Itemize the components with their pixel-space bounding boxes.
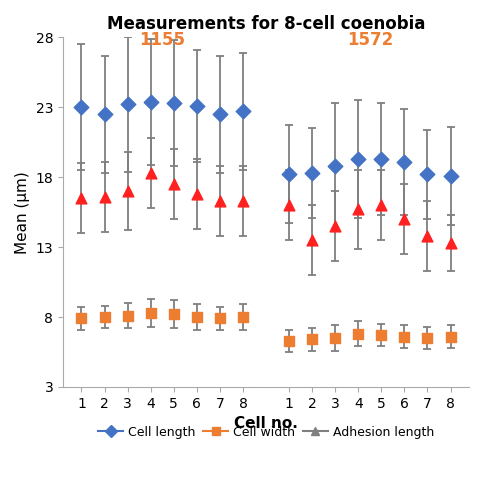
Point xyxy=(216,110,224,118)
Point xyxy=(308,169,316,177)
Point xyxy=(447,332,454,340)
Point xyxy=(354,206,362,214)
Point xyxy=(239,197,247,205)
Point xyxy=(124,100,132,108)
Point xyxy=(332,222,339,230)
Point xyxy=(354,155,362,163)
Point xyxy=(77,104,85,112)
Point xyxy=(401,158,408,166)
Point xyxy=(354,330,362,338)
Point xyxy=(101,110,108,118)
Point xyxy=(124,312,132,320)
Point xyxy=(378,155,385,163)
Point xyxy=(332,162,339,170)
Point xyxy=(170,99,178,107)
Point xyxy=(216,314,224,322)
Point xyxy=(308,336,316,344)
Point xyxy=(77,314,85,322)
Point xyxy=(147,98,154,106)
Text: 1155: 1155 xyxy=(139,30,185,48)
Point xyxy=(239,313,247,321)
Text: 1572: 1572 xyxy=(347,30,393,48)
Point xyxy=(285,337,293,345)
Point xyxy=(447,239,454,247)
Point xyxy=(378,331,385,339)
Legend: Cell length, Cell width, Adhesion length: Cell length, Cell width, Adhesion length xyxy=(93,420,439,444)
Point xyxy=(147,309,154,317)
Point xyxy=(77,194,85,202)
Point xyxy=(124,187,132,195)
Point xyxy=(285,201,293,209)
Point xyxy=(401,215,408,223)
Point xyxy=(239,108,247,116)
X-axis label: Cell no.: Cell no. xyxy=(234,416,298,431)
Point xyxy=(193,190,201,198)
Point xyxy=(332,334,339,342)
Point xyxy=(424,232,431,240)
Point xyxy=(447,172,454,180)
Point xyxy=(216,197,224,205)
Point xyxy=(285,170,293,178)
Point xyxy=(193,102,201,110)
Point xyxy=(424,170,431,178)
Point xyxy=(424,334,431,342)
Point xyxy=(170,180,178,188)
Bar xyxy=(257,38,275,387)
Point xyxy=(101,193,108,201)
Point xyxy=(101,313,108,321)
Point xyxy=(308,236,316,244)
Y-axis label: Mean (μm): Mean (μm) xyxy=(15,171,30,254)
Point xyxy=(401,332,408,340)
Point xyxy=(147,169,154,177)
Point xyxy=(378,201,385,209)
Point xyxy=(193,313,201,321)
Title: Measurements for 8-cell coenobia: Measurements for 8-cell coenobia xyxy=(107,15,425,33)
Point xyxy=(170,310,178,318)
